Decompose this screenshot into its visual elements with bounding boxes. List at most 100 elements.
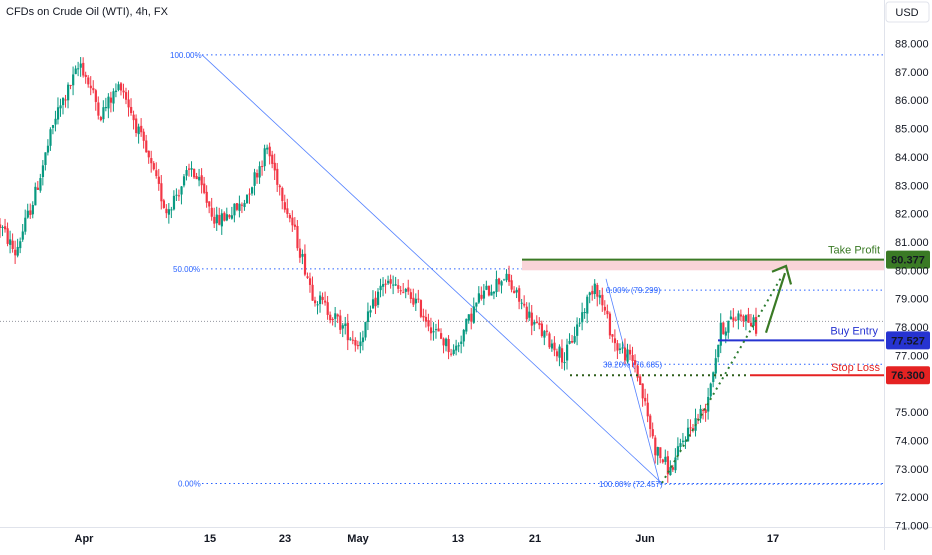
candle-body bbox=[510, 280, 513, 290]
candle-body bbox=[475, 302, 478, 307]
candle-body bbox=[62, 98, 65, 106]
candle-body bbox=[198, 176, 201, 181]
candle-body bbox=[361, 337, 365, 343]
candle-body bbox=[689, 427, 692, 429]
candle-body bbox=[717, 344, 720, 358]
candle-body bbox=[157, 176, 160, 184]
candle-body bbox=[487, 285, 491, 296]
candle-body bbox=[749, 322, 753, 327]
candle-body bbox=[734, 319, 738, 321]
candle-body bbox=[714, 358, 717, 374]
candle-body bbox=[535, 322, 538, 324]
candle-body bbox=[6, 228, 9, 244]
candle-body bbox=[543, 331, 546, 338]
candle-body bbox=[230, 215, 234, 219]
candle-body bbox=[618, 348, 622, 350]
candle-body bbox=[119, 83, 123, 91]
candle-body bbox=[145, 140, 148, 153]
candle-body bbox=[107, 96, 110, 109]
candle-body bbox=[195, 176, 198, 180]
stop-loss-badge[interactable] bbox=[886, 366, 930, 385]
candle-body bbox=[46, 145, 50, 153]
candle-body bbox=[273, 162, 276, 171]
candle-body bbox=[434, 329, 438, 331]
candle-body bbox=[377, 291, 380, 305]
candle-body bbox=[155, 170, 158, 177]
candle-body bbox=[744, 315, 748, 322]
candle-body bbox=[427, 320, 430, 327]
buy-entry-badge[interactable] bbox=[886, 331, 930, 350]
candle-body bbox=[298, 248, 302, 258]
candle-body bbox=[288, 215, 291, 219]
take-profit-badge[interactable] bbox=[886, 250, 930, 269]
candle-body bbox=[382, 284, 385, 287]
candle-body bbox=[223, 212, 226, 221]
candles-layer bbox=[0, 57, 758, 483]
price-tick-label: 72.000 bbox=[895, 492, 929, 504]
candle-body bbox=[560, 348, 564, 363]
candle-body bbox=[281, 187, 284, 202]
candle-body bbox=[596, 284, 599, 297]
candle-body bbox=[147, 150, 150, 158]
candle-body bbox=[593, 283, 596, 295]
candle-body bbox=[747, 314, 750, 323]
candle-body bbox=[666, 456, 669, 475]
candle-body bbox=[679, 443, 682, 447]
candle-body bbox=[344, 323, 347, 326]
candle-body bbox=[243, 203, 246, 208]
time-axis[interactable]: Apr 15 23 May 13 21 Jun 17 bbox=[75, 533, 780, 545]
candle-body bbox=[354, 339, 357, 346]
fib-level-label: 0.00% (79.299) bbox=[606, 286, 661, 295]
candle-body bbox=[74, 68, 77, 75]
candle-body bbox=[591, 290, 594, 295]
candle-body bbox=[331, 319, 334, 321]
candle-body bbox=[334, 313, 337, 319]
candle-body bbox=[636, 365, 639, 378]
candle-body bbox=[99, 117, 102, 121]
candle-body bbox=[644, 397, 647, 402]
candle-body bbox=[64, 99, 67, 101]
candle-body bbox=[392, 284, 395, 286]
candle-body bbox=[125, 92, 128, 100]
candle-body bbox=[319, 295, 322, 305]
candle-body bbox=[581, 312, 584, 323]
candle-body bbox=[127, 99, 130, 108]
candle-body bbox=[394, 284, 397, 286]
candle-body bbox=[245, 194, 249, 204]
candle-body bbox=[722, 322, 725, 335]
price-tick-label: 73.000 bbox=[895, 464, 929, 476]
currency-button[interactable] bbox=[885, 1, 930, 23]
candle-body bbox=[36, 187, 39, 190]
candle-body bbox=[271, 154, 274, 164]
candle-body bbox=[54, 118, 57, 125]
buy-entry-badge-text: 77.527 bbox=[891, 335, 925, 347]
candle-body bbox=[89, 85, 92, 89]
candle-body bbox=[639, 376, 642, 385]
rising-trendline bbox=[661, 275, 783, 484]
fib-level-label: 0.00% bbox=[178, 479, 201, 488]
target-arrow-head bbox=[771, 264, 793, 285]
candle-body bbox=[399, 290, 402, 292]
candle-body bbox=[739, 314, 743, 317]
candle-body bbox=[505, 273, 508, 281]
candle-body bbox=[321, 296, 324, 300]
candle-body bbox=[152, 163, 155, 170]
candle-body bbox=[440, 333, 443, 339]
candle-body bbox=[278, 185, 281, 188]
candle-body bbox=[508, 274, 511, 282]
price-tick-label: 77.000 bbox=[895, 350, 929, 362]
candle-body bbox=[649, 415, 652, 429]
candle-body bbox=[518, 288, 521, 302]
candle-body bbox=[233, 203, 236, 216]
candle-body bbox=[261, 166, 264, 168]
candle-body bbox=[490, 291, 493, 296]
candle-body bbox=[492, 291, 496, 294]
price-axis[interactable]: 88.000 87.000 86.000 85.000 84.000 83.000 82.0… bbox=[895, 39, 929, 533]
candle-body bbox=[611, 334, 614, 337]
candle-body bbox=[533, 321, 536, 325]
candle-body bbox=[182, 176, 186, 186]
candle-body bbox=[329, 314, 332, 321]
candle-body bbox=[550, 343, 554, 349]
candle-body bbox=[497, 278, 501, 285]
